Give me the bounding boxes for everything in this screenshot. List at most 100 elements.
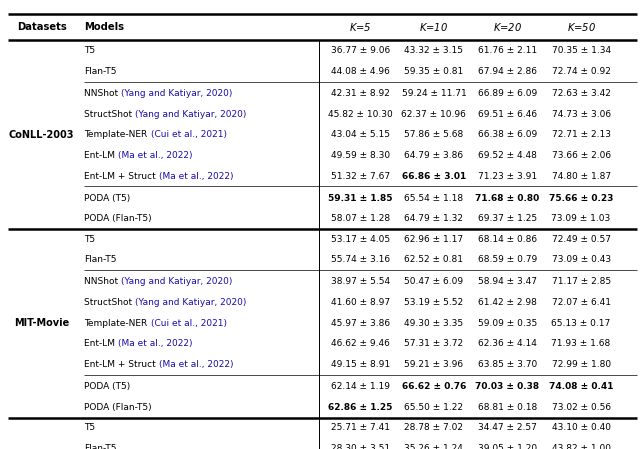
Text: Template-NER: Template-NER <box>84 319 150 328</box>
Text: 71.68 ± 0.80: 71.68 ± 0.80 <box>476 194 540 202</box>
Text: StructShot: StructShot <box>84 298 136 307</box>
Text: MIT-Movie: MIT-Movie <box>14 318 69 328</box>
Text: (Cui et al., 2021): (Cui et al., 2021) <box>150 319 227 328</box>
Text: 61.42 ± 2.98: 61.42 ± 2.98 <box>478 298 537 307</box>
Text: 57.31 ± 3.72: 57.31 ± 3.72 <box>404 339 463 348</box>
Text: 73.09 ± 1.03: 73.09 ± 1.03 <box>552 214 611 223</box>
Text: 71.93 ± 1.68: 71.93 ± 1.68 <box>552 339 611 348</box>
Text: 69.51 ± 6.46: 69.51 ± 6.46 <box>478 110 537 119</box>
Text: 68.14 ± 0.86: 68.14 ± 0.86 <box>478 235 537 244</box>
Text: 65.13 ± 0.17: 65.13 ± 0.17 <box>552 319 611 328</box>
Text: 42.31 ± 8.92: 42.31 ± 8.92 <box>331 89 390 98</box>
Text: 58.94 ± 3.47: 58.94 ± 3.47 <box>478 277 537 286</box>
Text: 66.89 ± 6.09: 66.89 ± 6.09 <box>478 89 537 98</box>
Text: StructShot: StructShot <box>84 110 136 119</box>
Text: 72.74 ± 0.92: 72.74 ± 0.92 <box>552 67 611 76</box>
Text: Ent-LM: Ent-LM <box>84 339 118 348</box>
Text: 62.96 ± 1.17: 62.96 ± 1.17 <box>404 235 463 244</box>
Text: 72.63 ± 3.42: 72.63 ± 3.42 <box>552 89 611 98</box>
Text: 66.38 ± 6.09: 66.38 ± 6.09 <box>478 130 537 139</box>
Text: 59.31 ± 1.85: 59.31 ± 1.85 <box>328 194 392 202</box>
Text: 59.24 ± 11.71: 59.24 ± 11.71 <box>401 89 467 98</box>
Text: T5: T5 <box>84 46 95 55</box>
Text: NNShot: NNShot <box>84 277 122 286</box>
Text: 75.66 ± 0.23: 75.66 ± 0.23 <box>549 194 613 202</box>
Text: 57.86 ± 5.68: 57.86 ± 5.68 <box>404 130 463 139</box>
Text: (Yang and Katiyar, 2020): (Yang and Katiyar, 2020) <box>122 277 233 286</box>
Text: 28.30 ± 3.51: 28.30 ± 3.51 <box>331 444 390 449</box>
Text: 49.15 ± 8.91: 49.15 ± 8.91 <box>331 360 390 369</box>
Text: (Yang and Katiyar, 2020): (Yang and Katiyar, 2020) <box>136 298 247 307</box>
Text: $K$=50: $K$=50 <box>566 22 596 33</box>
Text: $K$=20: $K$=20 <box>493 22 522 33</box>
Text: (Ma et al., 2022): (Ma et al., 2022) <box>118 151 193 160</box>
Text: (Cui et al., 2021): (Cui et al., 2021) <box>150 130 227 139</box>
Text: Datasets: Datasets <box>17 22 67 32</box>
Text: 46.62 ± 9.46: 46.62 ± 9.46 <box>331 339 390 348</box>
Text: PODA (T5): PODA (T5) <box>84 382 131 391</box>
Text: 69.52 ± 4.48: 69.52 ± 4.48 <box>478 151 537 160</box>
Text: 36.77 ± 9.06: 36.77 ± 9.06 <box>331 46 390 55</box>
Text: 70.03 ± 0.38: 70.03 ± 0.38 <box>476 382 540 391</box>
Text: 43.04 ± 5.15: 43.04 ± 5.15 <box>331 130 390 139</box>
Text: PODA (T5): PODA (T5) <box>84 194 131 202</box>
Text: 35.26 ± 1.24: 35.26 ± 1.24 <box>404 444 463 449</box>
Text: (Ma et al., 2022): (Ma et al., 2022) <box>118 339 193 348</box>
Text: 73.66 ± 2.06: 73.66 ± 2.06 <box>552 151 611 160</box>
Text: 63.85 ± 3.70: 63.85 ± 3.70 <box>478 360 537 369</box>
Text: CoNLL-2003: CoNLL-2003 <box>9 130 74 140</box>
Text: 59.09 ± 0.35: 59.09 ± 0.35 <box>478 319 537 328</box>
Text: 67.94 ± 2.86: 67.94 ± 2.86 <box>478 67 537 76</box>
Text: Flan-T5: Flan-T5 <box>84 444 117 449</box>
Text: 71.17 ± 2.85: 71.17 ± 2.85 <box>552 277 611 286</box>
Text: Flan-T5: Flan-T5 <box>84 67 117 76</box>
Text: 65.50 ± 1.22: 65.50 ± 1.22 <box>404 403 463 412</box>
Text: 62.52 ± 0.81: 62.52 ± 0.81 <box>404 255 463 264</box>
Text: 66.62 ± 0.76: 66.62 ± 0.76 <box>402 382 466 391</box>
Text: 66.86 ± 3.01: 66.86 ± 3.01 <box>402 172 466 180</box>
Text: 71.23 ± 3.91: 71.23 ± 3.91 <box>478 172 537 180</box>
Text: 68.59 ± 0.79: 68.59 ± 0.79 <box>478 255 537 264</box>
Text: T5: T5 <box>84 235 95 244</box>
Text: 68.81 ± 0.18: 68.81 ± 0.18 <box>478 403 537 412</box>
Text: 53.17 ± 4.05: 53.17 ± 4.05 <box>331 235 390 244</box>
Text: 59.35 ± 0.81: 59.35 ± 0.81 <box>404 67 463 76</box>
Text: (Yang and Katiyar, 2020): (Yang and Katiyar, 2020) <box>122 89 233 98</box>
Text: 62.37 ± 10.96: 62.37 ± 10.96 <box>401 110 467 119</box>
Text: 72.07 ± 6.41: 72.07 ± 6.41 <box>552 298 611 307</box>
Text: 43.82 ± 1.00: 43.82 ± 1.00 <box>552 444 611 449</box>
Text: 59.21 ± 3.96: 59.21 ± 3.96 <box>404 360 463 369</box>
Text: 62.86 ± 1.25: 62.86 ± 1.25 <box>328 403 392 412</box>
Text: 61.76 ± 2.11: 61.76 ± 2.11 <box>478 46 537 55</box>
Text: 73.09 ± 0.43: 73.09 ± 0.43 <box>552 255 611 264</box>
Text: 55.74 ± 3.16: 55.74 ± 3.16 <box>331 255 390 264</box>
Text: 51.32 ± 7.67: 51.32 ± 7.67 <box>331 172 390 180</box>
Text: 58.07 ± 1.28: 58.07 ± 1.28 <box>331 214 390 223</box>
Text: Template-NER: Template-NER <box>84 130 150 139</box>
Text: (Ma et al., 2022): (Ma et al., 2022) <box>159 360 234 369</box>
Text: 72.99 ± 1.80: 72.99 ± 1.80 <box>552 360 611 369</box>
Text: PODA (Flan-T5): PODA (Flan-T5) <box>84 214 152 223</box>
Text: 34.47 ± 2.57: 34.47 ± 2.57 <box>478 423 537 432</box>
Text: 49.59 ± 8.30: 49.59 ± 8.30 <box>331 151 390 160</box>
Text: Models: Models <box>84 22 124 32</box>
Text: 25.71 ± 7.41: 25.71 ± 7.41 <box>331 423 390 432</box>
Text: 74.08 ± 0.41: 74.08 ± 0.41 <box>549 382 613 391</box>
Text: (Yang and Katiyar, 2020): (Yang and Katiyar, 2020) <box>136 110 247 119</box>
Text: 72.71 ± 2.13: 72.71 ± 2.13 <box>552 130 611 139</box>
Text: (Ma et al., 2022): (Ma et al., 2022) <box>159 172 234 180</box>
Text: 62.14 ± 1.19: 62.14 ± 1.19 <box>331 382 390 391</box>
Text: 49.30 ± 3.35: 49.30 ± 3.35 <box>404 319 463 328</box>
Text: 70.35 ± 1.34: 70.35 ± 1.34 <box>552 46 611 55</box>
Text: 44.08 ± 4.96: 44.08 ± 4.96 <box>331 67 390 76</box>
Text: 45.82 ± 10.30: 45.82 ± 10.30 <box>328 110 393 119</box>
Text: 53.19 ± 5.52: 53.19 ± 5.52 <box>404 298 463 307</box>
Text: 74.80 ± 1.87: 74.80 ± 1.87 <box>552 172 611 180</box>
Text: 72.49 ± 0.57: 72.49 ± 0.57 <box>552 235 611 244</box>
Text: 74.73 ± 3.06: 74.73 ± 3.06 <box>552 110 611 119</box>
Text: 64.79 ± 3.86: 64.79 ± 3.86 <box>404 151 463 160</box>
Text: NNShot: NNShot <box>84 89 122 98</box>
Text: $K$=5: $K$=5 <box>349 22 372 33</box>
Text: Flan-T5: Flan-T5 <box>84 255 117 264</box>
Text: T5: T5 <box>84 423 95 432</box>
